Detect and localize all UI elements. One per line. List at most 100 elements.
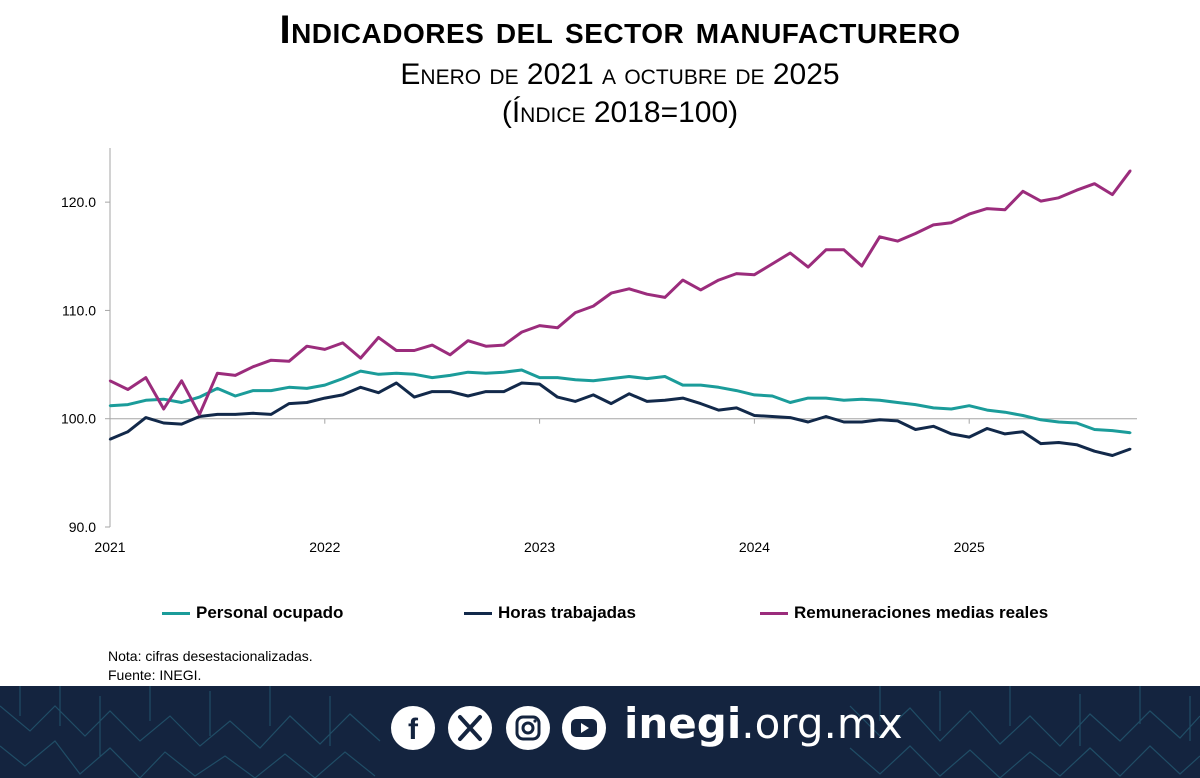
legend-swatch [162,611,190,615]
data-point [842,420,846,424]
legend-label: Personal ocupado [196,603,344,622]
data-point [681,396,684,400]
data-point [556,376,559,379]
data-point [1039,442,1043,445]
data-point [735,272,738,275]
data-point [1003,432,1007,436]
data-point [431,376,434,379]
legend-swatch [760,611,788,615]
data-point [985,207,989,210]
y-tick-label: 90.0 [69,519,96,535]
data-point [269,359,273,362]
data-point [413,349,416,352]
data-point [341,377,344,380]
data-point [574,378,577,381]
data-point [395,372,398,375]
data-point [681,278,684,282]
data-point [985,408,989,412]
data-point [359,386,362,389]
data-point [341,393,344,397]
data-point [753,414,756,417]
data-point [592,379,595,383]
data-point [484,344,488,348]
website-link[interactable]: inegi.org.mx [624,699,903,748]
data-point [108,438,112,441]
legend-item: Horas trabajadas [464,603,636,623]
youtube-icon[interactable] [562,706,606,750]
line-chart: 90.0 100.0 110.0 120.0 2021 2022 2023 2024 2025 [61,148,1137,555]
data-point [126,430,130,433]
data-point [1129,431,1132,434]
data-point [198,395,201,399]
data-point [771,262,774,266]
data-point [1075,421,1078,425]
data-point [466,339,470,342]
x-icon[interactable] [448,706,492,750]
data-point [592,304,595,308]
data-point [395,381,398,385]
data-point [860,420,863,424]
data-point [1093,182,1096,185]
data-point [216,372,219,375]
data-point [216,387,219,390]
data-point [645,292,649,296]
data-point [431,390,434,393]
data-point [144,399,147,402]
data-point [502,343,505,347]
data-point [144,376,147,379]
data-point [663,375,667,378]
data-point [359,369,362,373]
data-point [1111,193,1114,196]
data-point [842,399,846,402]
data-point [789,416,792,419]
data-point [287,386,291,389]
chart-subtitle: Enero de 2021 a octubre de 2025 [400,58,840,91]
data-point [1039,199,1043,203]
y-tick-label: 110.0 [62,302,96,318]
data-point [645,400,649,403]
data-point [108,404,112,407]
data-point [466,394,470,398]
series-2 [108,381,1132,457]
data-point [896,401,899,404]
data-point [413,395,416,399]
data-point [216,413,219,416]
data-point [484,390,488,393]
data-point [610,402,613,405]
data-point [753,393,756,397]
data-point [538,376,541,379]
data-point [305,401,309,404]
data-point [252,412,255,415]
data-point [860,398,863,401]
notes: Nota: cifras desestacionalizadas. Fuente… [108,647,313,685]
x-tick-label: 2025 [954,539,985,555]
data-point [1057,441,1060,444]
note-text: Nota: cifras desestacionalizadas. [108,648,313,664]
data-point [431,343,434,347]
data-point [824,415,828,418]
data-point [932,406,935,410]
data-point [806,396,810,400]
data-point [556,395,559,399]
data-point [377,336,380,339]
data-point [234,374,237,377]
data-point [1075,189,1078,192]
data-point [860,264,863,268]
data-point [1021,190,1025,193]
series-line [109,368,1131,435]
data-point [502,370,505,374]
data-point [896,419,899,423]
data-point [699,288,702,292]
data-point [413,373,416,376]
data-point [305,387,309,390]
data-point [198,413,201,416]
data-point [627,392,631,396]
data-point [323,396,326,400]
data-point [538,324,541,327]
chart-index-note: (Índice 2018=100) [501,96,739,129]
data-point [126,388,130,391]
data-point [985,427,989,430]
facebook-icon[interactable]: f [391,706,435,750]
instagram-icon[interactable] [506,706,550,750]
data-point [1003,208,1007,211]
